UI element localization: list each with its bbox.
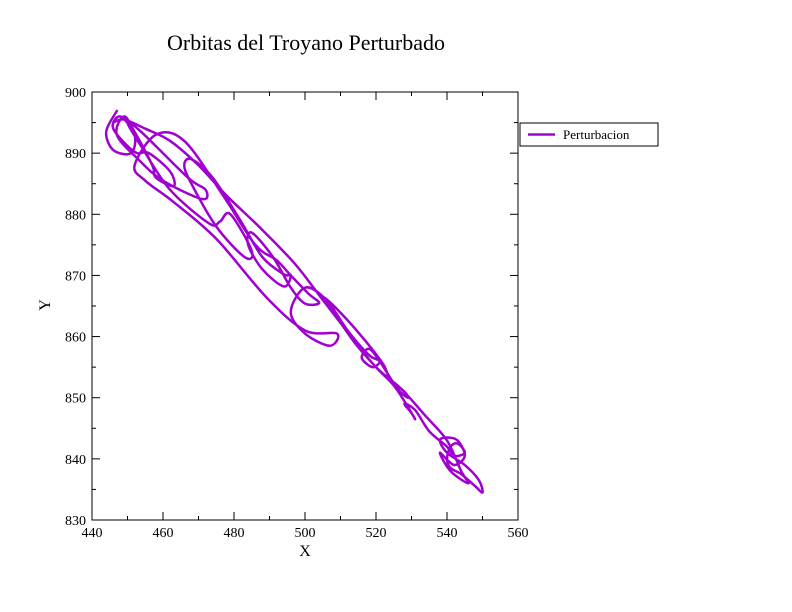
y-axis-tick-labels: 830 840 850 860 870 880 890 900 (65, 86, 86, 529)
legend-label: Perturbacion (563, 127, 630, 142)
x-tick-label: 500 (295, 526, 316, 541)
y-tick-label: 860 (65, 331, 86, 346)
x-tick-label: 520 (366, 526, 387, 541)
chart-title: Orbitas del Troyano Perturbado (167, 30, 445, 55)
y-tick-label: 900 (65, 86, 86, 101)
y-tick-label: 880 (65, 208, 86, 223)
y-tick-label: 830 (65, 514, 86, 529)
x-axis-label: X (299, 543, 311, 560)
x-axis-ticks (91, 92, 519, 520)
x-axis-tick-labels: 440 460 480 500 520 540 560 (82, 526, 529, 541)
legend-box (519, 122, 659, 147)
x-tick-label: 440 (82, 526, 103, 541)
y-axis-ticks (92, 91, 518, 521)
y-tick-label: 890 (65, 147, 86, 162)
series-line-perturbacion (104, 109, 484, 494)
y-axis-label: Y (37, 299, 54, 311)
y-tick-label: 850 (65, 392, 86, 407)
x-tick-label: 480 (224, 526, 245, 541)
x-tick-label: 540 (437, 526, 458, 541)
y-tick-label: 870 (65, 269, 86, 284)
x-tick-label: 460 (153, 526, 174, 541)
x-tick-label: 560 (508, 526, 529, 541)
series-layer (104, 109, 484, 494)
legend: Perturbacion (519, 122, 659, 147)
y-tick-label: 840 (65, 453, 86, 468)
